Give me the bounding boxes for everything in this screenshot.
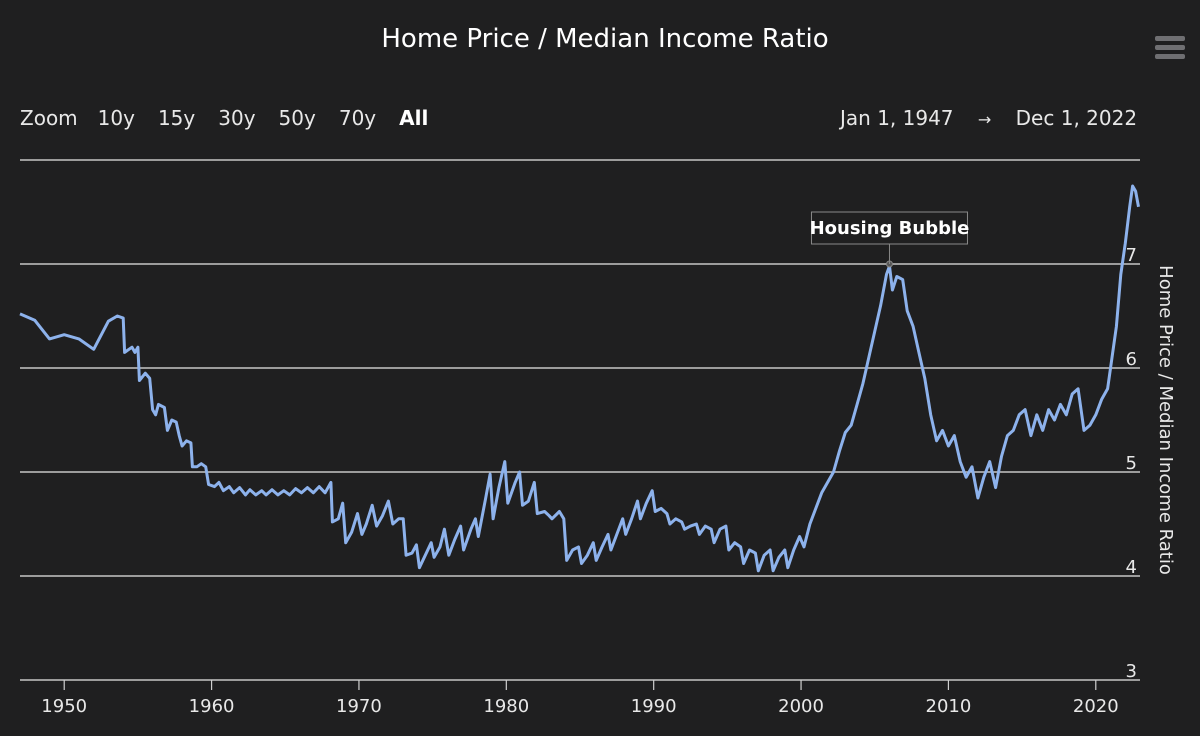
x-tick-label: 1960 bbox=[189, 696, 235, 717]
chart-title: Home Price / Median Income Ratio bbox=[381, 24, 829, 54]
x-tick-label: 1980 bbox=[483, 696, 529, 717]
x-tick-label: 1990 bbox=[631, 696, 677, 717]
annotation-label: Housing Bubble bbox=[810, 218, 970, 239]
x-tick-label: 2010 bbox=[926, 696, 972, 717]
zoom-button-50y[interactable]: 50y bbox=[278, 106, 316, 130]
x-tick-label: 1970 bbox=[336, 696, 382, 717]
zoom-button-10y[interactable]: 10y bbox=[97, 106, 135, 130]
date-range: Jan 1, 1947 → Dec 1, 2022 bbox=[840, 106, 1137, 130]
range-arrow-icon: → bbox=[977, 110, 992, 129]
y-tick-label: 5 bbox=[1126, 453, 1137, 474]
zoom-button-30y[interactable]: 30y bbox=[218, 106, 256, 130]
x-tick-label: 2020 bbox=[1073, 696, 1119, 717]
zoom-selector: Zoom 10y 15y 30y 50y 70y All bbox=[20, 106, 451, 130]
zoom-label: Zoom bbox=[20, 106, 78, 130]
y-tick-label: 6 bbox=[1126, 349, 1137, 370]
hamburger-menu-icon[interactable] bbox=[1155, 36, 1185, 64]
y-tick-label: 3 bbox=[1126, 661, 1137, 682]
x-tick-label: 1950 bbox=[41, 696, 87, 717]
x-tick-label: 2000 bbox=[778, 696, 824, 717]
annotation-box bbox=[810, 211, 968, 245]
zoom-button-all[interactable]: All bbox=[399, 106, 429, 130]
y-tick-label: 4 bbox=[1126, 557, 1137, 578]
zoom-button-70y[interactable]: 70y bbox=[338, 106, 377, 130]
zoom-button-15y[interactable]: 15y bbox=[157, 106, 196, 130]
range-to-input[interactable]: Dec 1, 2022 bbox=[1015, 106, 1138, 130]
range-from-input[interactable]: Jan 1, 1947 bbox=[840, 106, 954, 130]
y-tick-label: 7 bbox=[1126, 245, 1137, 266]
series-line bbox=[19, 184, 1140, 573]
y-axis-title: Home Price / Median Income Ratio bbox=[1155, 265, 1176, 575]
